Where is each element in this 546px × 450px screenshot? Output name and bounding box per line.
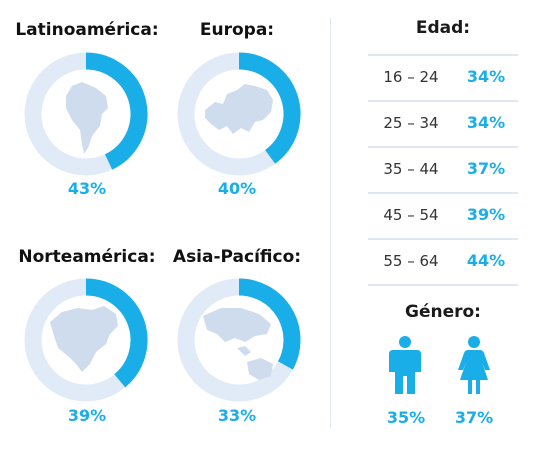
donut-arc-asia-pacifico [238,278,301,370]
age-pct: 37% [466,159,506,178]
age-pct: 44% [466,251,506,270]
age-range: 55 – 64 [383,252,439,270]
region-title-norteamerica: Norteamérica: [18,247,156,267]
gender-pct-female: 37% [454,408,494,427]
age-pct: 39% [466,205,506,224]
age-range: 25 – 34 [383,114,439,132]
south-america-map-icon [66,82,108,154]
asia-pacific-map-icon [203,308,273,380]
pct-latinoamerica: 43% [67,179,107,198]
europe-map-icon [205,84,273,134]
age-range: 16 – 24 [383,68,439,86]
donut-europa [177,52,301,176]
female-icon [458,336,490,394]
donut-asia-pacifico [177,278,301,402]
pct-asia-pacifico: 33% [217,406,257,425]
region-title-europa: Europa: [199,20,275,40]
age-row: 45 – 54 39% [368,194,518,240]
north-america-map-icon [50,306,118,372]
region-title-asia-pacifico: Asia-Pacífico: [172,247,302,267]
age-row: 25 – 34 34% [368,102,518,148]
pct-europa: 40% [217,179,257,198]
gender-pct-male: 35% [386,408,426,427]
region-title-latinoamerica: Latinoamérica: [15,20,159,40]
donut-latinoamerica [24,52,148,176]
donut-arc-norteamerica [85,278,148,388]
gender-title: Género: [405,302,481,322]
donut-arc-latinoamerica [85,52,148,170]
male-icon [389,336,421,394]
donut-arc-europa [238,52,301,164]
age-title: Edad: [415,18,471,38]
donut-norteamerica [24,278,148,402]
age-range: 35 – 44 [383,160,439,178]
pct-norteamerica: 39% [67,406,107,425]
age-range: 45 – 54 [383,206,439,224]
age-row: 16 – 24 34% [368,54,518,102]
age-row: 55 – 64 44% [368,240,518,286]
age-table: 16 – 24 34% 25 – 34 34% 35 – 44 37% 45 –… [368,54,518,286]
age-row: 35 – 44 37% [368,148,518,194]
age-pct: 34% [466,67,506,86]
age-pct: 34% [466,113,506,132]
vertical-divider [330,18,331,428]
